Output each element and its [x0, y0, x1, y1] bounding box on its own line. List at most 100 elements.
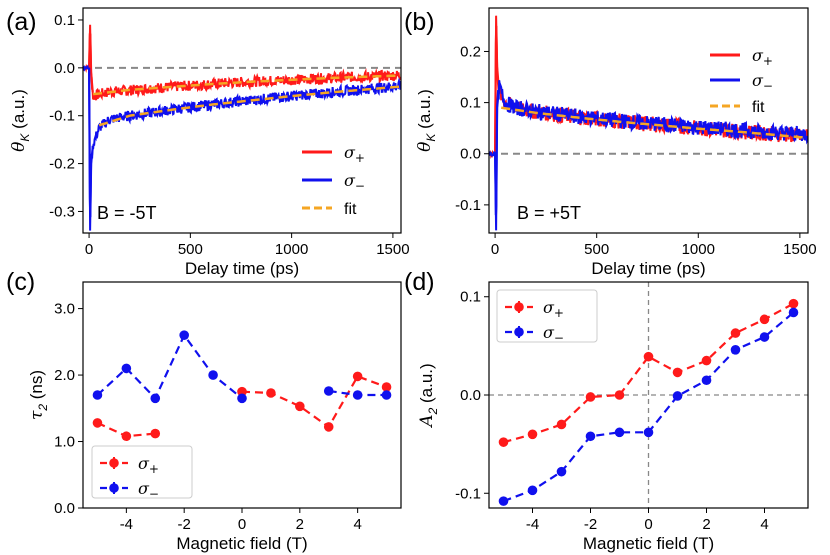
- x-tick-label: 0: [491, 241, 499, 258]
- data-point-sigma_plus: [643, 351, 654, 362]
- fit-line: [98, 85, 401, 127]
- data-point-sigma_minus: [208, 370, 218, 380]
- y-tick-label: 0.0: [460, 146, 481, 163]
- y-tick-label: -0.3: [49, 203, 75, 220]
- series-sigma_plus: [83, 24, 401, 101]
- fit-line: [92, 74, 401, 96]
- x-tick-label: -2: [178, 516, 191, 533]
- data-point-sigma_plus: [150, 428, 161, 439]
- x-axis-label: Delay time (ps): [185, 259, 299, 278]
- data-point-sigma_minus: [556, 466, 567, 477]
- data-point-sigma_plus: [556, 419, 567, 430]
- plot-area: [83, 24, 401, 231]
- data-point-sigma_plus: [788, 298, 799, 309]
- panel-label: (c): [6, 268, 35, 296]
- data-point-sigma_plus: [295, 401, 305, 412]
- data-point-sigma_minus: [121, 363, 132, 374]
- data-point-sigma_minus: [585, 431, 596, 442]
- data-point-sigma_plus: [527, 429, 538, 440]
- y-tick-label: 2.0: [54, 367, 75, 384]
- data-point-sigma_minus: [323, 386, 334, 396]
- legend-marker-sigma_minus: [514, 327, 524, 337]
- data-point-sigma_plus: [672, 367, 683, 378]
- legend-label: σ−: [752, 71, 773, 93]
- data-point-sigma_plus: [121, 431, 132, 442]
- x-tick-label: 4: [760, 516, 768, 533]
- x-axis-label: Magnetic field (T): [583, 534, 714, 553]
- x-tick-label: 0: [238, 516, 246, 533]
- x-tick-label: -2: [584, 516, 597, 533]
- x-tick-label: -4: [526, 516, 539, 533]
- y-tick-label: -0.1: [49, 108, 75, 125]
- series-spike-sigma_minus: [494, 91, 500, 216]
- x-tick-label: 1000: [275, 241, 308, 258]
- x-tick-label: 1000: [682, 241, 715, 258]
- x-tick-label: 1500: [376, 241, 409, 258]
- y-tick-label: 0.1: [460, 289, 481, 306]
- y-tick-label: 0.1: [54, 12, 75, 29]
- x-tick-label: 2: [702, 516, 710, 533]
- legend-marker-sigma_plus: [514, 302, 524, 312]
- fit-line: [501, 106, 808, 140]
- data-point-sigma_minus: [381, 390, 392, 400]
- data-point-sigma_minus: [701, 375, 712, 386]
- plot-frame: [488, 281, 809, 509]
- data-point-sigma_plus: [730, 328, 741, 338]
- y-axis-label: θK (a.u.): [9, 89, 32, 152]
- data-point-sigma_minus: [498, 496, 509, 506]
- field-annotation: B = +5T: [517, 203, 581, 223]
- y-tick-label: 3.0: [54, 301, 75, 318]
- series-spike-sigma_plus: [494, 25, 500, 154]
- y-axis-label: θK (a.u.): [415, 89, 438, 152]
- panel-label: (d): [404, 268, 435, 296]
- series-line-sigma_plus: [503, 302, 795, 444]
- plot-area: [489, 15, 808, 231]
- plot-frame: [82, 7, 402, 234]
- y-tick-label: 0.0: [54, 60, 75, 77]
- legend-label: fit: [344, 201, 357, 218]
- x-tick-label: 4: [353, 516, 361, 533]
- series-line-sigma_minus: [96, 333, 243, 401]
- data-point-sigma_plus: [266, 388, 276, 398]
- data-point-sigma_minus: [237, 393, 247, 404]
- data-point-sigma_plus: [701, 355, 712, 366]
- data-point-sigma_plus: [498, 437, 509, 447]
- data-point-sigma_plus: [237, 386, 247, 397]
- y-tick-label: 0.0: [460, 387, 481, 404]
- y-tick-label: 0.2: [460, 43, 481, 60]
- legend-label: σ+: [344, 143, 365, 165]
- data-point-sigma_minus: [150, 393, 161, 404]
- plot-frame: [488, 7, 809, 234]
- x-tick-label: 0: [644, 516, 652, 533]
- data-point-sigma_minus: [759, 332, 770, 342]
- y-tick-label: 0.1: [460, 95, 481, 112]
- legend-marker-sigma_plus: [109, 458, 119, 468]
- series-spike-sigma_minus: [88, 67, 94, 218]
- legend-label: σ+: [752, 46, 773, 68]
- data-point-sigma_minus: [92, 390, 103, 400]
- x-tick-label: 2: [296, 516, 304, 533]
- data-point-sigma_minus: [788, 307, 799, 318]
- x-tick-label: 500: [584, 241, 609, 258]
- x-tick-label: 0: [85, 241, 93, 258]
- legend-label: σ−: [543, 323, 564, 345]
- y-tick-label: -0.2: [49, 156, 75, 173]
- data-point-sigma_plus: [381, 382, 392, 392]
- x-tick-label: 1500: [783, 241, 816, 258]
- data-point-sigma_plus: [352, 371, 363, 382]
- x-tick-label: -4: [120, 516, 133, 533]
- panel-label: (b): [404, 8, 435, 36]
- x-axis-label: Magnetic field (T): [176, 534, 307, 553]
- data-point-sigma_plus: [614, 390, 625, 400]
- x-axis-label: Delay time (ps): [591, 259, 705, 278]
- series-sigma_minus: [489, 80, 808, 231]
- y-axis-label: A2 (a.u.): [417, 363, 440, 428]
- series-spike-sigma_plus: [88, 32, 94, 92]
- data-point-sigma_minus: [672, 391, 683, 401]
- plot-frame: [82, 281, 402, 509]
- data-point-sigma_plus: [92, 418, 103, 428]
- legend-label: σ−: [344, 171, 365, 193]
- data-point-sigma_minus: [352, 390, 363, 400]
- legend-label: σ−: [138, 479, 159, 501]
